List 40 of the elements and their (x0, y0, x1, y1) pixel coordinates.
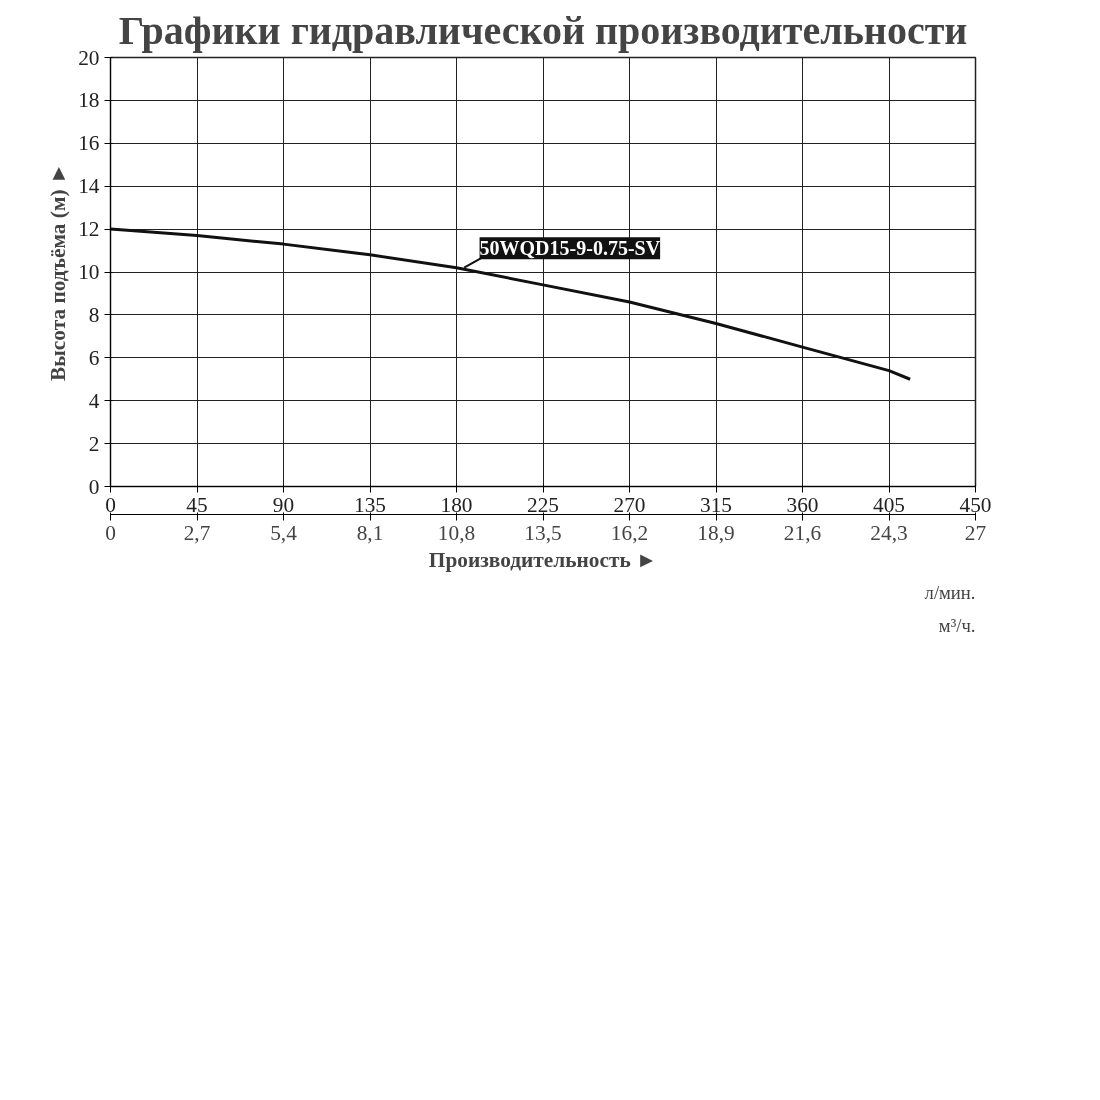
line-series (110, 227, 912, 381)
y-tick-label: 0 (88, 474, 100, 499)
x-tick-label: 405 (873, 492, 905, 517)
y-tick-label: 16 (78, 131, 100, 156)
x2-tick-label: 16,2 (610, 520, 649, 545)
y-tick-label: 10 (78, 260, 100, 284)
x2-tick-label: 21,6 (783, 520, 822, 545)
x2-tick-label: 18,9 (697, 520, 735, 545)
x-tick-label: 180 (440, 492, 473, 517)
y-tick-label: 2 (88, 431, 100, 456)
x2-tick-label: 2,7 (183, 520, 211, 545)
x-tick-label: 45 (186, 492, 208, 517)
x-tick-label: 0 (105, 492, 116, 517)
x-tick-label: 450 (959, 492, 992, 517)
y-tick-label: 8 (88, 302, 100, 327)
y-tick-label: 6 (88, 345, 100, 370)
series-label: 50WQD15-9-0.75-SV (479, 237, 661, 260)
y-tick-label: 4 (88, 388, 100, 413)
x-tick-label: 360 (786, 492, 819, 517)
x-tick-label: 270 (613, 492, 646, 517)
text: м³/ч. (938, 614, 976, 636)
x2-tick-label: 0 (105, 520, 116, 545)
y-tick-label: 14 (78, 174, 100, 199)
chart-title: Графики гидравлической производительности (118, 7, 968, 53)
y-tick-label: 18 (78, 88, 100, 113)
x-axis-title: Производительность ► (428, 547, 658, 572)
x2-tick-label: 5,4 (270, 520, 298, 545)
x-tick-label: 135 (354, 492, 386, 517)
x-tick-label: 315 (700, 492, 732, 517)
y-tick-label: 20 (78, 45, 100, 70)
x2-tick-label: 13,5 (524, 520, 562, 545)
x-tick-label: 90 (272, 492, 295, 517)
x2-tick-label: 27 (964, 520, 987, 545)
x2-tick-label: 8,1 (356, 520, 384, 545)
x2-tick-label: 24,3 (870, 520, 908, 545)
text: л/мин. (924, 581, 976, 603)
x-tick-label: 225 (527, 492, 559, 517)
y-axis-title: Высота подъёма (м) ► (46, 162, 71, 382)
x2-tick-label: 10,8 (437, 520, 476, 545)
y-tick-label: 12 (78, 217, 100, 242)
